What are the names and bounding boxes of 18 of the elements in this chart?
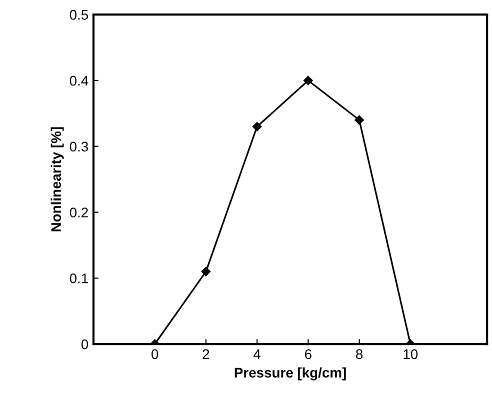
x-tick-label: 4 bbox=[254, 349, 261, 359]
x-tick-label: 8 bbox=[356, 349, 363, 360]
y-tick-label: 0.5 bbox=[70, 10, 88, 20]
y-axis-title: Nonlinearity [%] bbox=[50, 127, 64, 232]
point bbox=[304, 76, 313, 86]
x-tick-label: 10 bbox=[404, 349, 418, 360]
x-tick-label: 2 bbox=[202, 349, 210, 359]
y-tick-label: 0.2 bbox=[70, 208, 88, 218]
x-tick-label: 0 bbox=[152, 349, 158, 360]
point bbox=[252, 122, 262, 132]
x-tick-label: 6 bbox=[305, 349, 312, 360]
y-tick-label: 0 bbox=[81, 339, 88, 350]
x-axis-title: Pressure [kg/cm] bbox=[234, 367, 346, 380]
y-tick-label: 0.3 bbox=[70, 142, 88, 152]
y-tick-label: 0.4 bbox=[70, 76, 88, 86]
point bbox=[201, 266, 211, 276]
point bbox=[354, 115, 364, 125]
y-tick-label: 0.1 bbox=[70, 273, 88, 284]
